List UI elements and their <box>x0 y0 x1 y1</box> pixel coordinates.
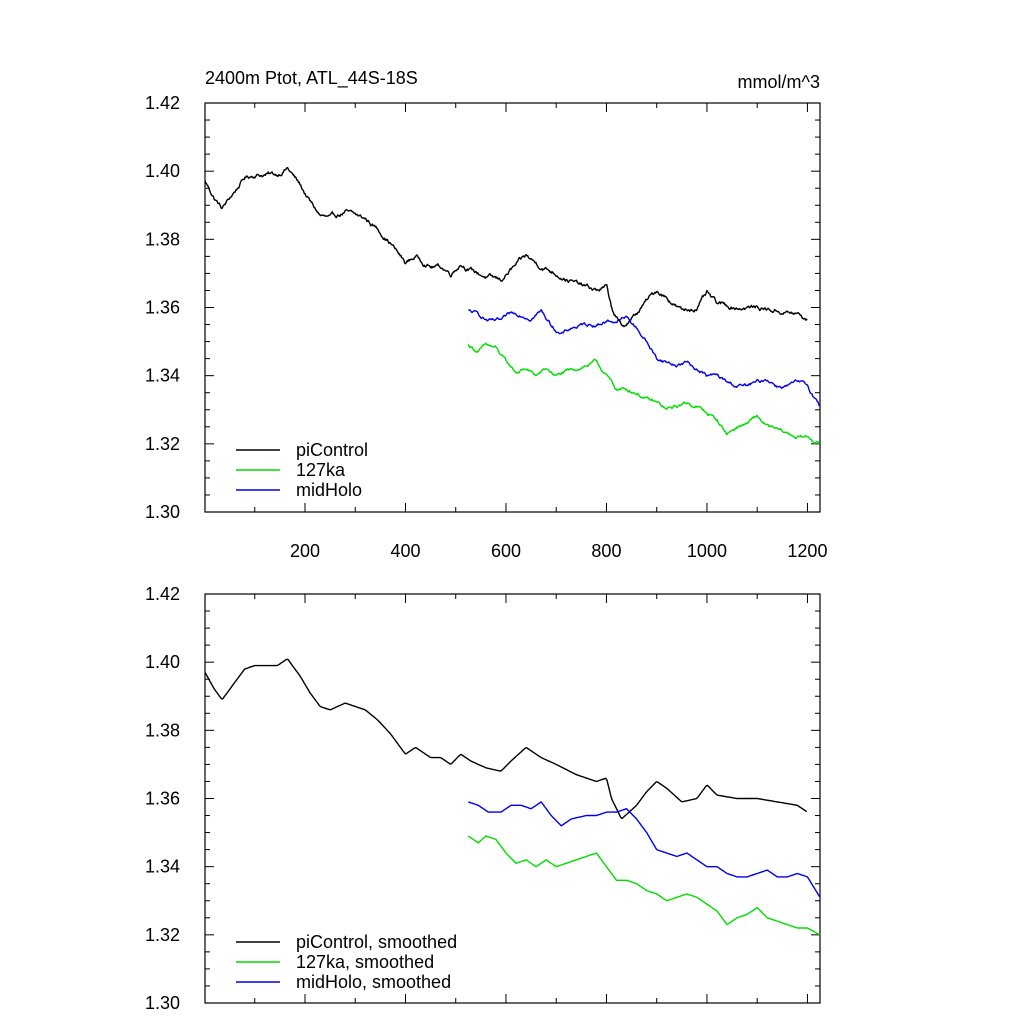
series-line-picontrol <box>204 658 808 820</box>
units-label: mmol/m^3 <box>738 72 820 92</box>
y-tick-label: 1.34 <box>145 366 180 386</box>
y-tick-label: 1.32 <box>145 434 180 454</box>
x-tick-label: 600 <box>491 541 521 561</box>
y-tick-label: 1.30 <box>145 502 180 522</box>
x-tick-label: 800 <box>591 541 621 561</box>
y-tick-label: 1.40 <box>145 652 180 672</box>
series-line-picontrol <box>204 166 808 328</box>
y-tick-label: 1.32 <box>145 925 180 945</box>
x-tick-label: 200 <box>290 541 320 561</box>
y-tick-label: 1.42 <box>145 584 180 604</box>
series-line-midholo <box>468 309 821 407</box>
legend-label: midHolo <box>296 480 362 500</box>
y-tick-label: 1.38 <box>145 229 180 249</box>
y-tick-label: 1.38 <box>145 720 180 740</box>
legend-label: midHolo, smoothed <box>296 972 451 992</box>
y-tick-label: 1.34 <box>145 857 180 877</box>
y-tick-label: 1.36 <box>145 789 180 809</box>
x-tick-label: 1200 <box>787 541 827 561</box>
bottom-panel: 1.30 1.32 1.34 1.36 1.38 1.40 1.42 piControl, s… <box>145 584 821 1013</box>
series-line-midholo <box>468 801 821 898</box>
y-tick-label: 1.42 <box>145 93 180 113</box>
x-tick-label: 1000 <box>687 541 727 561</box>
top-panel: 2400m Ptot, ATL_44S-18S mmol/m^3 1.30 1.3… <box>145 68 828 561</box>
series-line-127ka <box>467 835 821 936</box>
panel-title: 2400m Ptot, ATL_44S-18S <box>205 68 418 89</box>
y-tick-label: 1.36 <box>145 298 180 318</box>
y-tick-label: 1.40 <box>145 161 180 181</box>
series-line-127ka <box>467 342 821 445</box>
legend-label: 127ka <box>296 460 346 480</box>
legend-label: piControl <box>296 440 368 460</box>
x-tick-label: 400 <box>390 541 420 561</box>
y-tick-label: 1.30 <box>145 993 180 1013</box>
legend-label: piControl, smoothed <box>296 932 457 952</box>
legend-label: 127ka, smoothed <box>296 952 434 972</box>
